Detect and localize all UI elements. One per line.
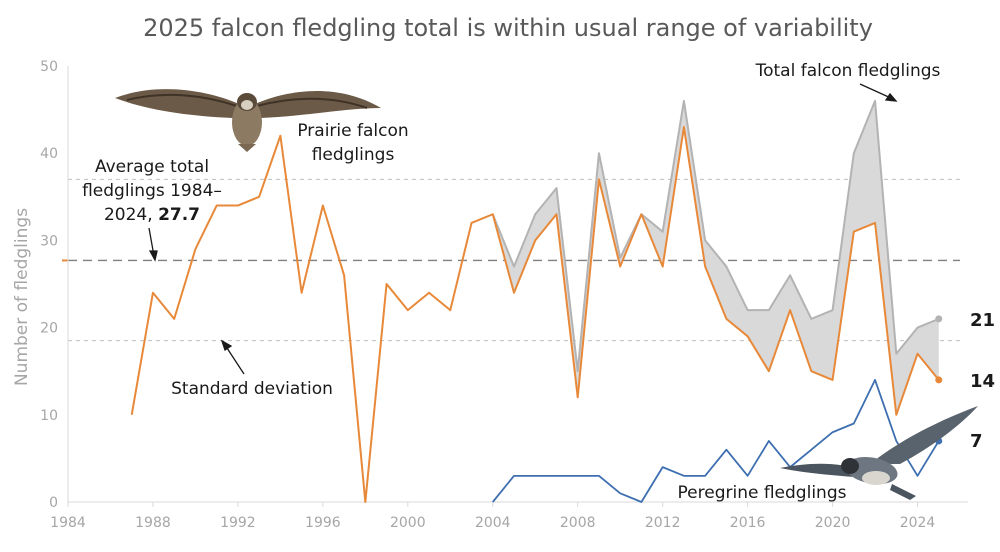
prairie-annotation-line1: Prairie falcon	[297, 121, 408, 141]
series-lines	[130, 99, 943, 503]
x-tick-label: 2020	[815, 515, 851, 531]
prairie-line-end-point	[935, 376, 943, 384]
axes: 0 10 20 30 40 50 1984 1988 1992 1996 2000 2004 2008 2…	[40, 59, 968, 531]
x-tick-label: 1992	[220, 515, 256, 531]
total-band	[492, 100, 939, 415]
prairie-falcon-image	[115, 89, 381, 152]
end-label-total: 21	[970, 310, 995, 331]
y-tick-label: 50	[40, 59, 58, 75]
x-tick-label: 2004	[475, 515, 511, 531]
avg-annotation-line3: 2024, 27.7	[104, 205, 200, 225]
total-annotation: Total falcon fledglings	[755, 61, 941, 81]
annotations: Total falcon fledglings Prairie falcon f…	[82, 61, 995, 503]
x-tick-label: 1988	[135, 515, 171, 531]
total-line-end-point	[935, 315, 943, 323]
chart-title: 2025 falcon fledgling total is within us…	[143, 14, 873, 42]
end-label-peregrine: 7	[970, 431, 983, 452]
x-tick-label: 1984	[50, 515, 86, 531]
reference-lines	[62, 178, 960, 342]
peregrine-annotation: Peregrine fledglings	[678, 483, 847, 503]
x-tick-label: 2000	[390, 515, 426, 531]
y-tick-label: 40	[40, 146, 58, 162]
stdev-annotation: Standard deviation	[171, 379, 333, 399]
x-tick-label: 2012	[645, 515, 681, 531]
x-tick-label: 2024	[900, 515, 936, 531]
y-tick-label: 20	[40, 321, 58, 337]
x-tick-label: 2016	[730, 515, 766, 531]
y-tick-label: 0	[49, 495, 58, 511]
avg-annotation-line1: Average total	[95, 157, 209, 177]
y-axis-label: Number of fledglings	[12, 208, 32, 386]
peregrine-falcon-image	[780, 406, 978, 500]
avg-annotation-line2: fledglings 1984–	[82, 181, 222, 201]
x-tick-label: 2008	[560, 515, 596, 531]
total-peregrine-band	[492, 100, 939, 415]
y-tick-label: 30	[40, 233, 58, 249]
annotation-arrows	[148, 83, 898, 375]
peregrine-line	[492, 379, 940, 503]
prairie-line	[130, 126, 940, 503]
end-label-prairie: 14	[970, 371, 995, 392]
prairie-annotation-line2: fledglings	[312, 145, 395, 165]
x-tick-label: 1996	[305, 515, 341, 531]
total-line	[491, 99, 940, 373]
y-tick-label: 10	[40, 408, 58, 424]
